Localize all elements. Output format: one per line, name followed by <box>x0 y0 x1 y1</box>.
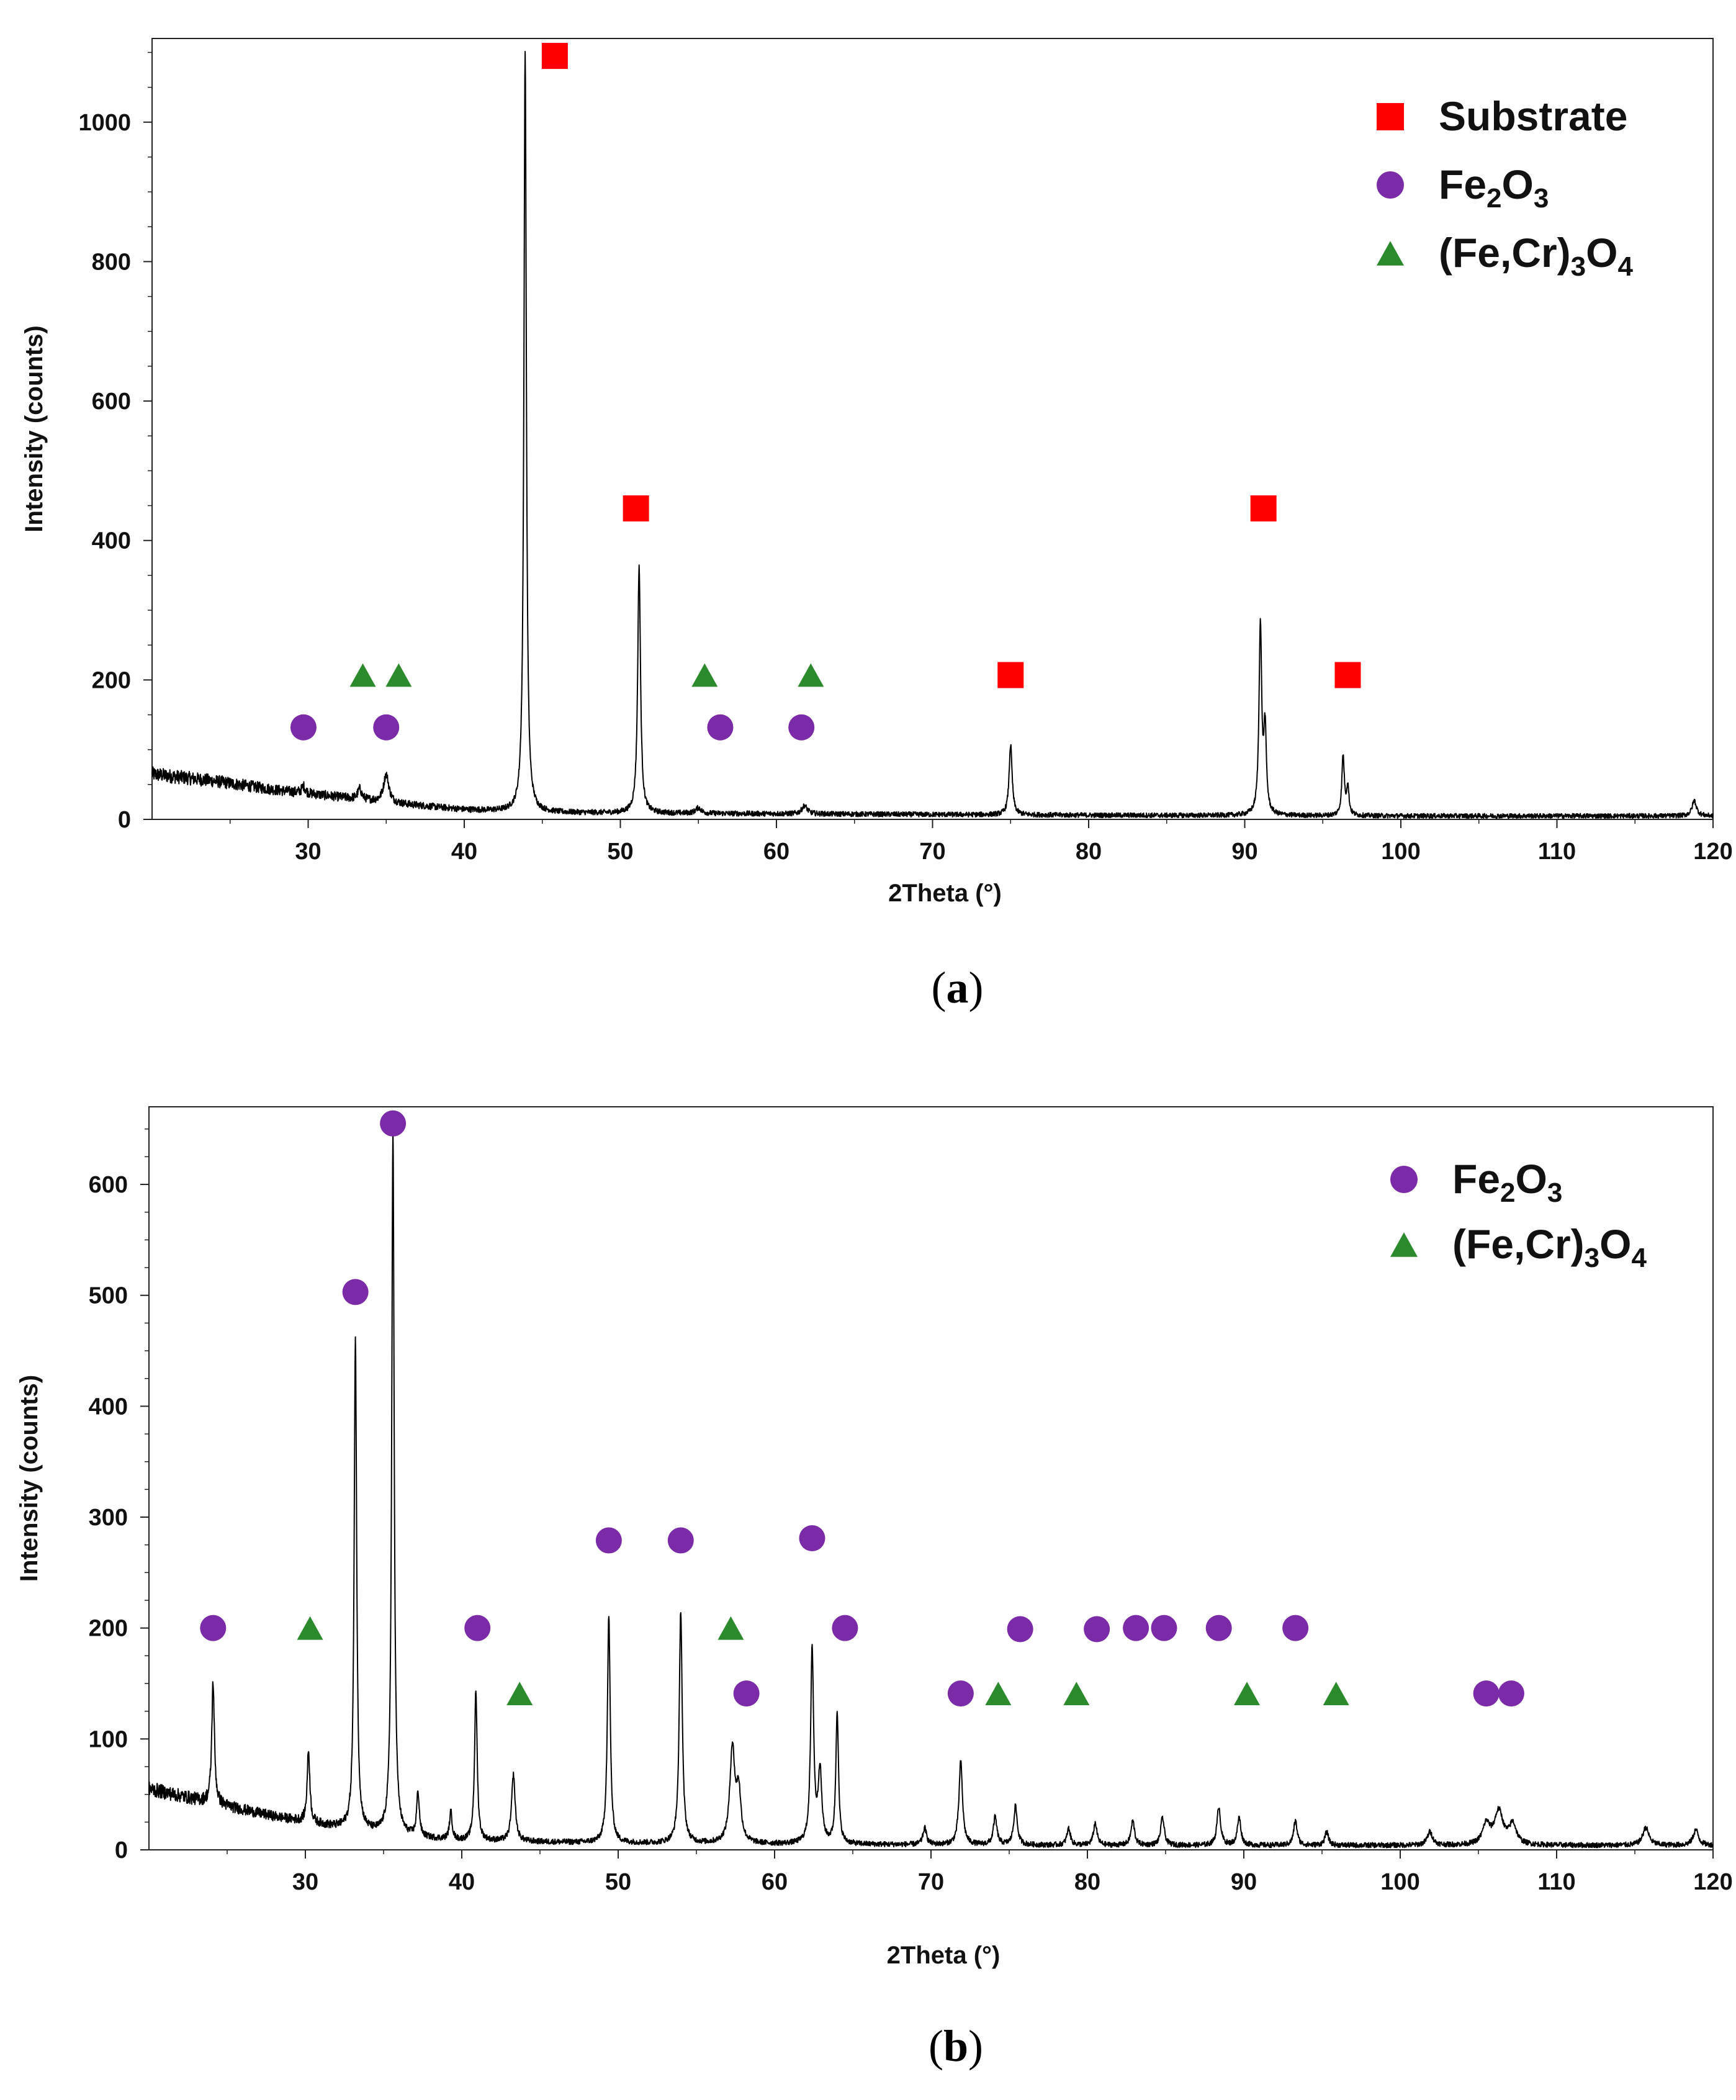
fe2o3-marker <box>342 1279 369 1305</box>
legend-triangle-icon <box>1377 241 1404 266</box>
legend-circle-icon <box>1390 1166 1418 1193</box>
x-tick-label: 60 <box>762 1869 788 1895</box>
x-tick-label: 120 <box>1693 1869 1732 1895</box>
legend-label: Fe2O3 <box>1439 161 1549 214</box>
fecr3o4-marker <box>691 663 718 687</box>
y-tick-label: 400 <box>89 1394 128 1420</box>
fe2o3-marker <box>733 1680 760 1707</box>
xrd-panel-a: 30 40 50 60 70 80 90 100 110 120 0 200 400 600 800 1000… <box>20 38 1733 1012</box>
fe2o3-marker <box>832 1615 858 1641</box>
x-tick-label: 60 <box>763 839 789 865</box>
y-tick-label: 100 <box>89 1726 128 1752</box>
fe2o3-marker <box>707 714 734 741</box>
fe2o3-marker <box>1282 1615 1309 1641</box>
fecr3o4-marker <box>506 1682 533 1705</box>
legend: Fe2O3 (Fe,Cr)3O4 <box>1390 1156 1647 1273</box>
y-tick-label: 300 <box>89 1505 128 1531</box>
x-tick-label: 70 <box>919 839 945 865</box>
fe2o3-marker <box>290 714 317 741</box>
x-tick-label: 100 <box>1381 839 1420 865</box>
legend-square-icon <box>1377 103 1404 130</box>
fe2o3-marker <box>1205 1615 1232 1641</box>
x-tick-label: 50 <box>607 839 633 865</box>
panel-caption: (b) <box>929 2021 983 2071</box>
fecr3o4-marker <box>1323 1682 1349 1705</box>
substrate-marker <box>541 43 568 70</box>
legend-circle-icon <box>1377 171 1404 199</box>
x-tick-label: 120 <box>1693 839 1732 865</box>
substrate-marker <box>1250 495 1277 522</box>
x-tick-label: 50 <box>605 1869 631 1895</box>
substrate-marker <box>997 662 1024 688</box>
x-tick-label: 80 <box>1074 1869 1100 1895</box>
fecr3o4-marker <box>1234 1682 1261 1705</box>
fe2o3-marker <box>380 1110 407 1137</box>
xrd-pattern-line <box>148 1129 1714 1849</box>
y-axis-title: Intensity (counts) <box>20 325 48 532</box>
fe2o3-marker <box>667 1527 694 1554</box>
plot-frame <box>148 1106 1714 1850</box>
x-tick-label: 40 <box>451 839 477 865</box>
legend-triangle-icon <box>1390 1232 1418 1257</box>
fe2o3-marker <box>947 1680 974 1707</box>
fecr3o4-marker <box>985 1682 1012 1705</box>
y-axis-title: Intensity (counts) <box>16 1375 43 1582</box>
legend-label: Fe2O3 <box>1452 1156 1562 1208</box>
xrd-panel-b: 30 40 50 60 70 80 90 100 110 120 0 100 200 300 400 500 6… <box>16 1106 1733 2071</box>
fe2o3-marker <box>373 714 400 741</box>
fe2o3-marker <box>595 1527 622 1554</box>
fe2o3-marker <box>1123 1615 1149 1641</box>
fe2o3-marker <box>788 714 815 741</box>
y-tick-label: 600 <box>89 1172 128 1198</box>
x-tick-label: 30 <box>292 1869 318 1895</box>
plot-frame <box>151 38 1714 820</box>
legend: Substrate Fe2O3 (Fe,Cr)3O4 <box>1377 93 1634 282</box>
fe2o3-marker <box>464 1615 491 1641</box>
panel-caption: (a) <box>932 963 984 1012</box>
fecr3o4-marker <box>349 663 376 687</box>
x-tick-label: 30 <box>295 839 321 865</box>
legend-label: Substrate <box>1439 93 1627 139</box>
fe2o3-marker <box>1007 1616 1033 1643</box>
x-tick-label: 40 <box>449 1869 475 1895</box>
y-tick-label: 1000 <box>78 110 131 136</box>
y-tick-label: 200 <box>92 667 131 693</box>
x-tick-label: 90 <box>1231 839 1257 865</box>
y-tick-label: 200 <box>89 1616 128 1642</box>
x-tick-label: 90 <box>1231 1869 1257 1895</box>
fe2o3-marker <box>200 1615 227 1641</box>
x-tick-label: 70 <box>918 1869 944 1895</box>
fecr3o4-marker <box>717 1616 744 1640</box>
substrate-marker <box>1334 662 1361 688</box>
y-tick-label: 0 <box>118 807 131 833</box>
substrate-marker <box>623 495 649 522</box>
x-axis-title: 2Theta (°) <box>888 880 1002 907</box>
fecr3o4-marker <box>1063 1682 1090 1705</box>
y-tick-label: 800 <box>92 249 131 275</box>
fecr3o4-marker <box>798 663 824 687</box>
fe2o3-marker <box>1498 1680 1524 1707</box>
fe2o3-marker <box>1473 1680 1500 1707</box>
y-tick-label: 0 <box>115 1837 128 1863</box>
xrd-pattern-line <box>151 51 1714 819</box>
fecr3o4-marker <box>297 1616 323 1640</box>
y-tick-label: 400 <box>92 528 131 554</box>
x-axis-title: 2Theta (°) <box>887 1942 1001 1969</box>
y-tick-label: 500 <box>89 1283 128 1309</box>
fe2o3-marker <box>1151 1615 1177 1641</box>
x-tick-label: 110 <box>1537 1869 1575 1895</box>
legend-label: (Fe,Cr)3O4 <box>1439 230 1634 282</box>
x-tick-label: 100 <box>1380 1869 1419 1895</box>
x-tick-label: 110 <box>1538 839 1576 865</box>
fe2o3-marker <box>799 1525 825 1551</box>
x-tick-label: 80 <box>1076 839 1102 865</box>
fecr3o4-marker <box>385 663 412 687</box>
fe2o3-marker <box>1084 1616 1110 1643</box>
y-tick-label: 600 <box>92 389 131 415</box>
legend-label: (Fe,Cr)3O4 <box>1452 1221 1647 1273</box>
